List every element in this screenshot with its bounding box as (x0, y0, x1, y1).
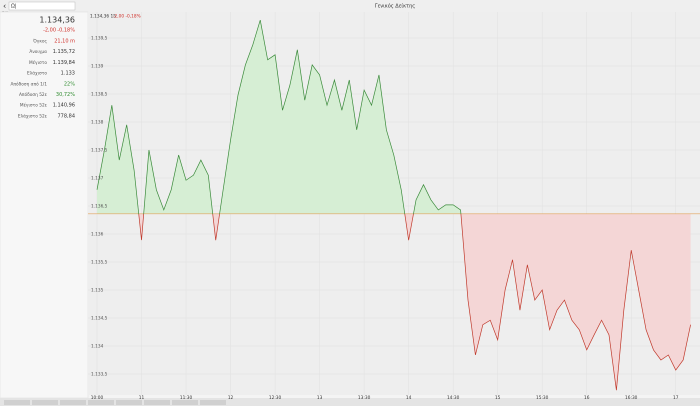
stat-value: 1.135,72 (53, 49, 75, 55)
y-tick-label: 1.138 (91, 119, 104, 125)
stat-label: Απόδοση από 1/1 (10, 80, 47, 87)
search-text[interactable]: Ω| (11, 4, 17, 10)
y-tick-label: 1.134 (91, 343, 104, 349)
x-tick-label: 17 (673, 395, 679, 401)
stat-value: 1.140,96 (53, 103, 75, 109)
stat-label: Μέγιστο (29, 59, 47, 66)
y-tick-label: 1.136,5 (91, 203, 108, 209)
stat-label: Μέγιστο 52ε (20, 102, 48, 109)
x-tick-label: 12 (228, 395, 234, 401)
stat-value: 1.139,84 (53, 60, 75, 66)
x-tick-label: 16 (584, 395, 590, 401)
change-pct: -0,18% (57, 28, 75, 34)
chart-header-change: -2,00 -0,18% (113, 14, 141, 20)
tab[interactable] (172, 400, 198, 405)
y-tick-label: 1.134,5 (91, 315, 108, 321)
tab[interactable] (116, 400, 142, 405)
price: 1.134,36 (39, 16, 75, 25)
x-tick-label: 11:30 (180, 395, 193, 401)
y-tick-label: 1.135,5 (91, 259, 108, 265)
page-title: Γενικός Δείκτης (375, 3, 415, 10)
stat-value: 21,10 m (54, 39, 75, 45)
stat-label: Ελάχιστο (27, 70, 47, 77)
search-box[interactable] (8, 1, 76, 11)
tabs (4, 400, 226, 405)
sidebar (0, 11, 89, 399)
x-tick-label: 12:30 (269, 395, 282, 401)
tab[interactable] (4, 400, 30, 405)
x-tick-label: 14:30 (447, 395, 460, 401)
x-tick-label: 16:30 (625, 395, 638, 401)
back-button[interactable]: ‹ (3, 2, 6, 11)
y-tick-label: 1.136 (91, 231, 104, 237)
x-tick-label: 15 (495, 395, 501, 401)
stat-value: 22% (64, 81, 75, 87)
y-tick-label: 1.133,5 (91, 371, 108, 377)
x-tick-label: 10:00 (91, 395, 104, 401)
stat-value: 1.133 (61, 71, 75, 77)
stat-value: 30,72% (56, 92, 75, 98)
x-tick-label: 11 (139, 395, 145, 401)
y-tick-label: 1.137 (91, 175, 104, 181)
stat-value: 778,84 (58, 113, 76, 119)
top-bar (0, 0, 700, 12)
stat-label: Όγκος (32, 38, 47, 45)
y-tick-label: 1.137,5 (91, 147, 108, 153)
bottom-bar (0, 398, 700, 406)
area (97, 20, 691, 391)
x-tick-label: 14 (406, 395, 412, 401)
stat-label: Άνοιγμα (29, 48, 47, 55)
y-tick-label: 1.138,5 (91, 91, 108, 97)
y-tick-label: 1.139,5 (91, 35, 108, 41)
x-tick-label: 15:30 (536, 395, 549, 401)
tab[interactable] (144, 400, 170, 405)
change: -2,00 (43, 28, 56, 34)
tab[interactable] (88, 400, 114, 405)
tab[interactable] (200, 400, 226, 405)
price-line (96, 19, 691, 391)
stat-label: Απόδοση 52ε (19, 91, 48, 98)
chart-header-price: 1.134,36 15 (90, 14, 116, 20)
tab[interactable] (60, 400, 86, 405)
x-tick-label: 13 (317, 395, 323, 401)
tab[interactable] (32, 400, 58, 405)
y-tick-label: 1.135 (91, 287, 104, 293)
stat-label: Ελάχιστο 52ε (18, 112, 48, 119)
y-tick-label: 1.139 (91, 63, 104, 69)
x-tick-label: 13:30 (358, 395, 371, 401)
